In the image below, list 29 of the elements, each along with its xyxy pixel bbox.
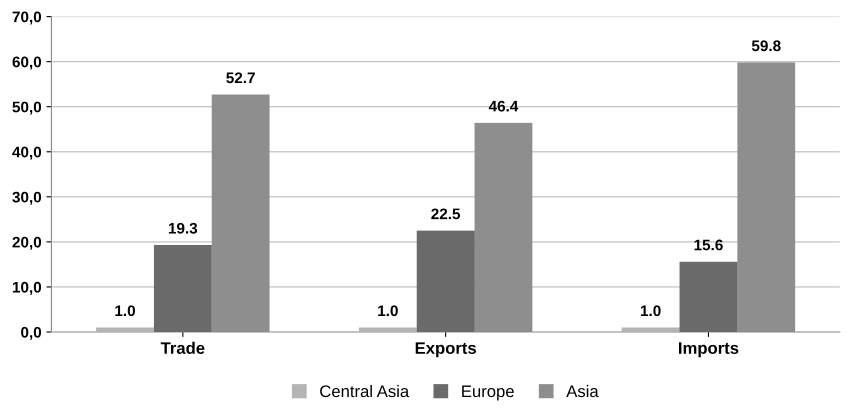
- data-label: 59.8: [752, 40, 781, 52]
- y-tick-label: 30,0: [12, 192, 42, 205]
- y-tick-label: 20,0: [12, 236, 42, 250]
- x-tick-label: Exports: [416, 342, 476, 358]
- data-label: 1.0: [378, 305, 398, 316]
- bar: [154, 245, 212, 332]
- y-tick-label: 0,0: [21, 326, 42, 340]
- bar: [622, 327, 680, 332]
- y-tick-label: 40,0: [12, 146, 42, 160]
- y-tick-label: 60,0: [12, 56, 42, 70]
- bar: [96, 327, 154, 332]
- bar: [416, 230, 475, 332]
- data-label: 1.0: [640, 305, 661, 316]
- bar: [358, 327, 417, 332]
- y-tick-label: 10,0: [12, 282, 42, 295]
- data-label: 15.6: [694, 240, 723, 250]
- legend-label: Central Asia: [320, 384, 410, 398]
- y-tick-label: 70,0: [12, 11, 42, 24]
- data-label: 52.7: [226, 72, 255, 84]
- data-label: 19.3: [168, 222, 198, 234]
- x-tick-label: Trade: [160, 342, 204, 354]
- legend-label: Europe: [462, 386, 514, 400]
- data-label: 1.0: [115, 305, 135, 316]
- x-tick-label: Imports: [679, 342, 738, 358]
- y-tick-label: 50,0: [12, 102, 42, 115]
- data-label: 46.4: [488, 100, 518, 112]
- data-label: 22.5: [431, 208, 460, 220]
- bar: [680, 262, 738, 332]
- legend-label: Asia: [566, 384, 599, 398]
